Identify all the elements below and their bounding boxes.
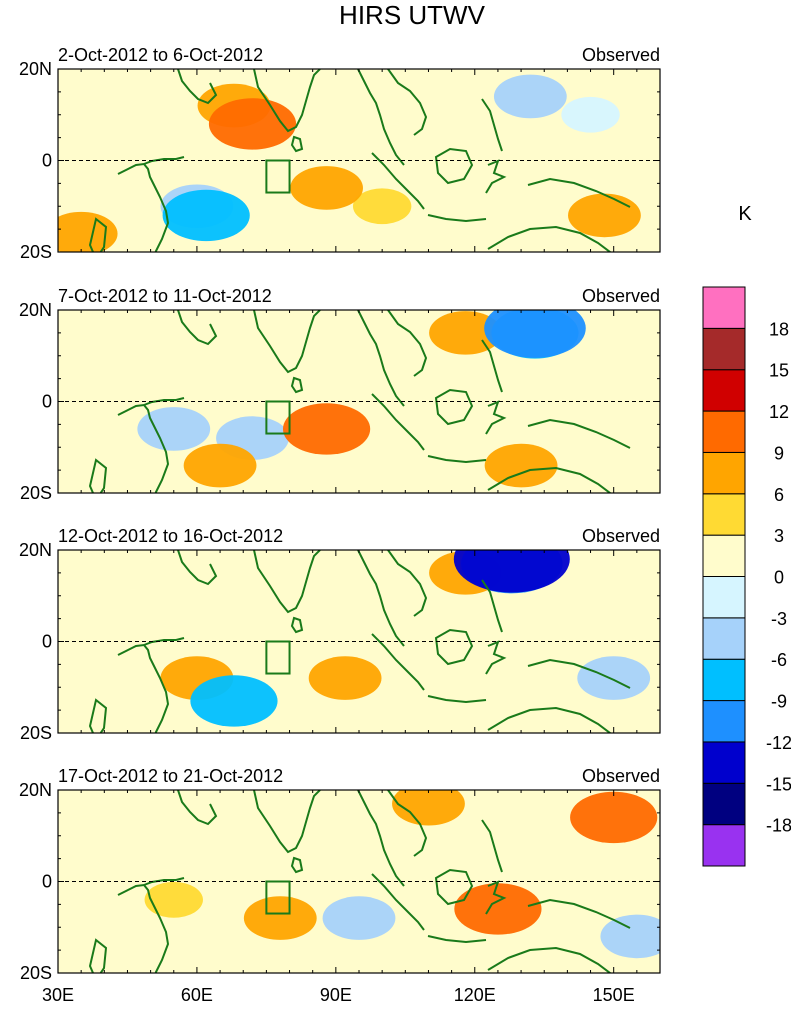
region-box: [265, 880, 291, 915]
colorbar-swatch: [702, 700, 746, 743]
colorbar-swatch: [702, 782, 746, 826]
anomaly-5: [308, 656, 382, 700]
y-tick-label: 20N: [19, 540, 52, 560]
anomaly-7: [600, 914, 660, 959]
colorbar-swatch: [702, 410, 746, 453]
colorbar-swatch: [702, 576, 746, 619]
panel-1: 20N 0 20S 2-Oct-2012 to 6-Oct-2012 Observed: [19, 45, 661, 262]
colorbar-swatch: [702, 741, 746, 784]
panel-2: 20N 0 20S 7-Oct-2012 to 11-Oct-2012 Observed: [19, 286, 661, 503]
colorbar-swatch: [702, 451, 746, 495]
anomaly-7: [493, 74, 567, 119]
colorbar-level-label: -12: [766, 733, 791, 753]
anomaly-5: [322, 896, 396, 940]
anomaly-4: [352, 188, 412, 225]
anomaly-7: [183, 443, 257, 488]
anomaly-2: [570, 791, 658, 844]
panel-4: 20N 0 20S 17-Oct-2012 to 21-Oct-2012 Observe…: [19, 766, 661, 983]
anomaly-4: [243, 896, 317, 940]
colorbar-swatch: [702, 327, 746, 371]
anomaly-6: [162, 189, 250, 242]
anomaly-8: [561, 96, 620, 133]
x-tick-label: 90E: [320, 985, 352, 1005]
anomaly-9: [568, 193, 641, 238]
anomaly-3: [290, 166, 363, 210]
y-tick-label: 0: [42, 151, 52, 171]
y-tick-label: 20S: [20, 483, 52, 503]
figure-title: HIRS UTWV: [339, 0, 486, 30]
region-box: [265, 159, 291, 194]
colorbar-swatch: [702, 369, 746, 412]
x-tick-label: 120E: [454, 985, 496, 1005]
anomaly-3: [190, 675, 278, 727]
y-tick-label: 20N: [19, 300, 52, 320]
x-axis: 30E 60E 90E 120E 150E: [42, 985, 635, 1005]
panel-period: 17-Oct-2012 to 21-Oct-2012: [58, 766, 283, 786]
colorbar: -18 -15 -12 -9 -6 -3 0 3 6 9 12 15 18: [702, 286, 791, 867]
anomaly-1: [454, 883, 542, 935]
panel-label: Observed: [582, 766, 660, 786]
y-tick-label: 20S: [20, 242, 52, 262]
anomaly-5: [137, 407, 211, 451]
anomaly-10: [58, 211, 118, 252]
colorbar-level-label: 12: [769, 402, 789, 422]
anomaly-2: [453, 550, 570, 593]
colorbar-level-label: 6: [774, 485, 784, 505]
colorbar-level-label: -3: [771, 609, 787, 629]
colorbar-swatch: [702, 493, 746, 536]
colorbar-level-label: 9: [774, 443, 784, 463]
panel-label: Observed: [582, 286, 660, 306]
x-tick-label: 60E: [181, 985, 213, 1005]
colorbar-level-label: 3: [774, 526, 784, 546]
y-tick-label: 20S: [20, 723, 52, 743]
x-tick-label: 30E: [42, 985, 74, 1005]
panel-label: Observed: [582, 526, 660, 546]
anomaly-3: [282, 403, 371, 455]
panel-period: 7-Oct-2012 to 11-Oct-2012: [58, 286, 272, 306]
colorbar-swatch: [702, 286, 746, 329]
panel-3: 20N 0 20S 12-Oct-2012 to 16-Oct-2012 Observe…: [19, 526, 661, 743]
y-tick-label: 20N: [19, 780, 52, 800]
panel-period: 2-Oct-2012 to 6-Oct-2012: [58, 45, 263, 65]
colorbar-level-label: 15: [769, 361, 789, 381]
y-tick-label: 20S: [20, 963, 52, 983]
colorbar-level-label: 18: [769, 319, 789, 339]
y-tick-label: 20N: [19, 59, 52, 79]
colorbar-level-label: -6: [771, 650, 787, 670]
x-tick-label: 150E: [593, 985, 635, 1005]
anomaly-6: [144, 881, 203, 918]
anomaly-3: [392, 790, 465, 826]
colorbar-swatch: [702, 534, 746, 578]
colorbar-swatch: [702, 617, 746, 660]
colorbar-level-label: -15: [766, 774, 791, 794]
y-tick-label: 0: [42, 872, 52, 892]
units-label: K: [738, 203, 752, 225]
panel-period: 12-Oct-2012 to 16-Oct-2012: [58, 526, 283, 546]
colorbar-swatch: [702, 824, 746, 867]
anomaly-2: [484, 310, 586, 358]
y-tick-label: 0: [42, 632, 52, 652]
y-tick-label: 0: [42, 392, 52, 412]
colorbar-swatch: [702, 658, 746, 702]
region-box: [265, 640, 291, 675]
region-box: [265, 400, 291, 435]
panel-label: Observed: [582, 45, 660, 65]
colorbar-level-label: -18: [766, 816, 791, 836]
anomaly-6: [577, 656, 651, 700]
anomaly-8: [484, 443, 558, 488]
colorbar-level-label: 0: [774, 568, 784, 588]
colorbar-level-label: -9: [771, 692, 787, 712]
